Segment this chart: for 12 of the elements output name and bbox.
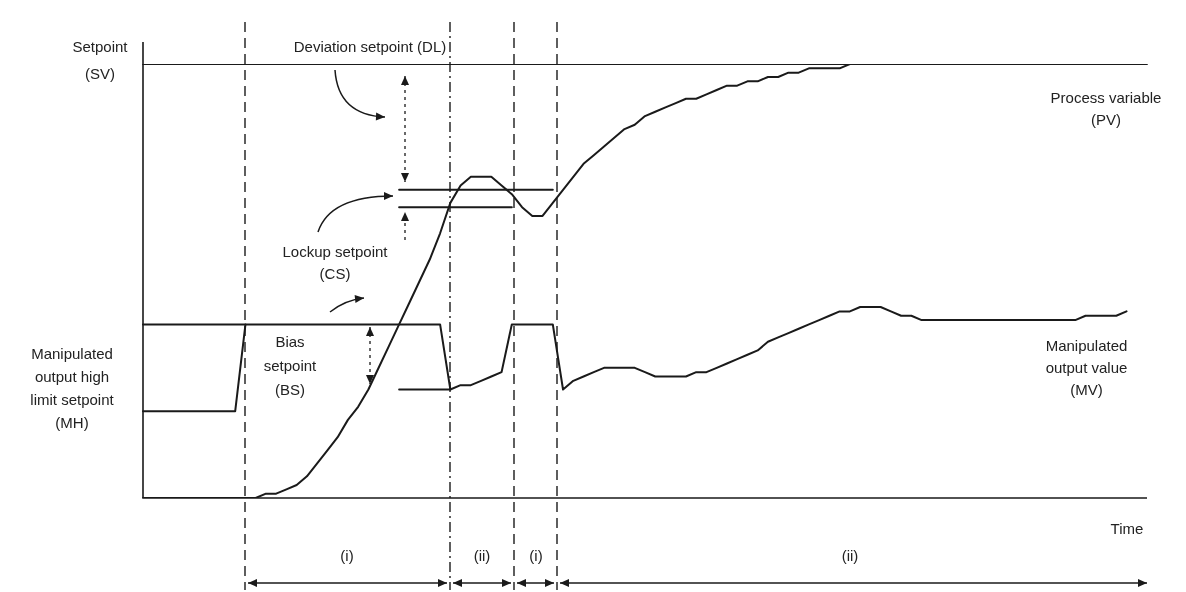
annotation: Lockup setpoint (CS) bbox=[282, 243, 389, 283]
text: (i) bbox=[340, 547, 354, 565]
text: Manipulated output high limit setpoint (MH) bbox=[30, 345, 115, 432]
x-axis-title: Time bbox=[1110, 520, 1144, 538]
text: (ii) bbox=[473, 547, 491, 565]
series-label: Manipulated output value (MV) bbox=[1045, 336, 1128, 398]
text: (i) bbox=[529, 547, 543, 565]
text: Setpoint (SV) bbox=[72, 38, 129, 83]
annotation: Bias setpoint (BS) bbox=[263, 333, 318, 399]
text: Deviation setpoint (DL) bbox=[293, 38, 447, 56]
series-label: Process variable (PV) bbox=[1050, 89, 1162, 129]
text: (ii) bbox=[841, 547, 859, 565]
